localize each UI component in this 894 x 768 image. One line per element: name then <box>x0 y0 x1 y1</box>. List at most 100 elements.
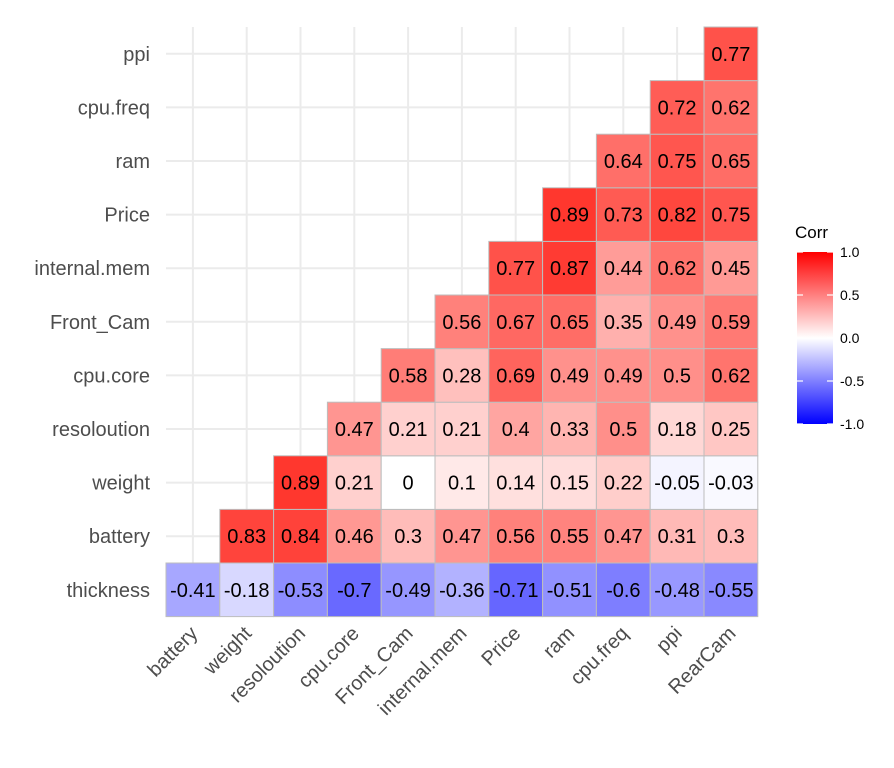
heatmap-cell <box>649 80 705 135</box>
cell-value-label: 0.89 <box>550 205 589 227</box>
cell-value-label: 0.47 <box>442 526 481 548</box>
heatmap-cell <box>219 562 275 618</box>
cell-value-label: 0.56 <box>442 312 481 334</box>
heatmap-cells: -0.41 -0.18 -0.53 -0.7 -0.49 -0.36 -0.71 -0.51-… <box>165 26 759 618</box>
heatmap-cell <box>703 294 759 350</box>
cell-value-label: 0.62 <box>658 258 697 280</box>
cell-value-label: -0.05 <box>654 473 700 495</box>
cell-value-label: 0.15 <box>550 473 589 495</box>
heatmap-cell <box>703 401 759 457</box>
y-tick-label: internal.mem <box>34 258 150 280</box>
heatmap-cell <box>488 294 544 350</box>
cell-value-label: 0.3 <box>394 526 422 548</box>
heatmap-cell <box>273 455 328 510</box>
cell-value-label: 0.77 <box>496 258 535 280</box>
heatmap-cell <box>434 294 490 350</box>
y-tick-label: resoloution <box>52 419 150 441</box>
x-tick-label: cpu.freq <box>566 623 633 690</box>
cell-value-label: 0.4 <box>502 419 530 441</box>
heatmap-cell <box>649 348 705 403</box>
x-axis-labels: batteryweightresoloutioncpu.coreFront_Ca… <box>144 622 741 720</box>
y-tick-label: cpu.core <box>73 365 150 387</box>
heatmap-cell <box>703 508 759 564</box>
cell-value-label: -0.51 <box>547 580 593 602</box>
cell-value-label: 0.5 <box>609 419 637 441</box>
cell-value-label: 0.5 <box>663 365 691 387</box>
heatmap-cell <box>434 401 490 457</box>
heatmap-cell <box>380 455 436 510</box>
heatmap-cell <box>488 401 544 457</box>
y-axis-labels: thickness battery weight resoloution cpu.cor… <box>34 44 150 602</box>
cell-value-label: 0.75 <box>711 205 750 227</box>
heatmap-cell <box>703 455 759 510</box>
cell-value-label: -0.49 <box>385 580 431 602</box>
cell-value-label: 0.82 <box>658 205 697 227</box>
cell-value-label: -0.03 <box>708 473 754 495</box>
x-tick-label: Price <box>477 623 525 671</box>
cell-value-label: 0.21 <box>335 473 374 495</box>
heatmap-cell <box>703 240 759 296</box>
heatmap-cell <box>595 348 651 403</box>
cell-value-label: 0.59 <box>711 312 750 334</box>
heatmap-cell <box>488 508 544 564</box>
cell-value-label: 0.75 <box>658 151 697 173</box>
heatmap-cell <box>326 401 382 457</box>
heatmap-cell <box>649 240 705 296</box>
cell-value-label: 0.21 <box>389 419 428 441</box>
cell-value-label: 0.84 <box>281 526 320 548</box>
cell-value-label: 0.14 <box>496 473 535 495</box>
cell-value-label: 0.56 <box>496 526 535 548</box>
heatmap-cell <box>542 348 597 403</box>
heatmap-cell <box>434 508 490 564</box>
cell-value-label: -0.71 <box>493 580 539 602</box>
cell-value-label: 0.49 <box>604 365 643 387</box>
cell-value-label: 0.55 <box>550 526 589 548</box>
y-tick-label: battery <box>89 526 150 548</box>
cell-value-label: 0.49 <box>550 365 589 387</box>
heatmap-cell <box>542 187 597 242</box>
heatmap-cell <box>649 455 705 510</box>
heatmap-cell <box>326 562 382 618</box>
cell-value-label: 0 <box>403 473 414 495</box>
heatmap-cell <box>542 240 597 296</box>
cell-value-label: 0.33 <box>550 419 589 441</box>
cell-value-label: 0.58 <box>389 365 428 387</box>
cell-value-label: 0.65 <box>711 151 750 173</box>
heatmap-cell <box>542 508 597 564</box>
heatmap-cell <box>488 240 544 296</box>
heatmap-cell <box>595 133 651 189</box>
cell-value-label: 0.77 <box>711 44 750 66</box>
cell-value-label: 0.62 <box>711 365 750 387</box>
cell-value-label: -0.41 <box>170 580 216 602</box>
cell-value-label: 0.62 <box>711 97 750 119</box>
y-tick-label: cpu.freq <box>78 97 150 119</box>
cell-value-label: 0.44 <box>604 258 643 280</box>
cell-value-label: -0.36 <box>439 580 485 602</box>
heatmap-cell <box>326 508 382 564</box>
heatmap-cell <box>488 562 544 618</box>
heatmap-cell <box>380 401 436 457</box>
cell-value-label: 0.64 <box>604 151 643 173</box>
heatmap-cell <box>703 26 759 82</box>
cell-value-label: 0.18 <box>658 419 697 441</box>
cell-value-label: 0.65 <box>550 312 589 334</box>
legend-tick-label: 1.0 <box>840 244 860 260</box>
cell-value-label: -0.55 <box>708 580 754 602</box>
cell-value-label: 0.25 <box>711 419 750 441</box>
heatmap-cell <box>703 348 759 403</box>
y-tick-label: thickness <box>67 580 150 602</box>
y-tick-label: weight <box>91 473 150 495</box>
cell-value-label: 0.47 <box>335 419 374 441</box>
heatmap-cell <box>595 187 651 242</box>
heatmap-cell <box>542 294 597 350</box>
heatmap-cell <box>649 401 705 457</box>
x-tick-label: ram <box>539 623 579 663</box>
heatmap-cell <box>649 133 705 189</box>
heatmap-cell <box>219 508 275 564</box>
cell-value-label: 0.21 <box>442 419 481 441</box>
cell-value-label: 0.22 <box>604 473 643 495</box>
y-tick-label: ram <box>116 151 150 173</box>
cell-value-label: 0.72 <box>658 97 697 119</box>
cell-value-label: 0.87 <box>550 258 589 280</box>
